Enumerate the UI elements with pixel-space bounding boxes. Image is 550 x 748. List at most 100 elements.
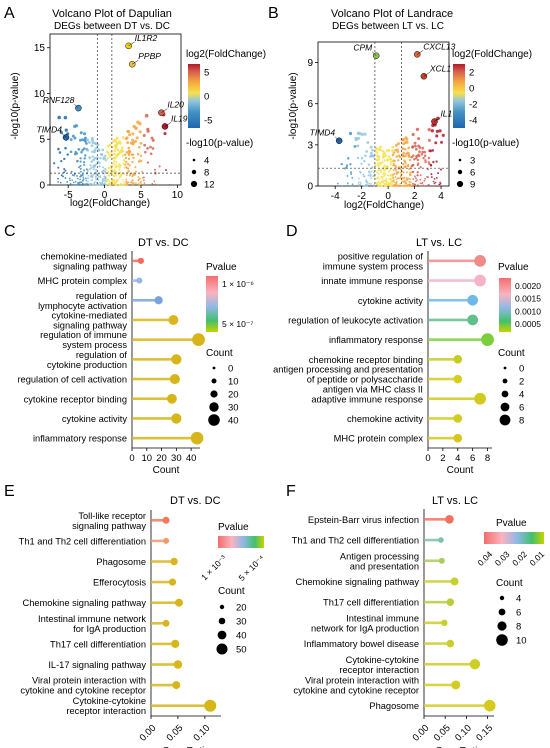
data-point [346,174,349,177]
lollipop-dot [169,374,180,385]
category-label: positive regulation of [338,251,424,261]
count-legend-dot [499,595,505,601]
x-tick-label: 0 [129,453,134,464]
category-label: IL-17 signaling pathway [48,660,146,670]
x-tick-label: 10 [172,190,184,201]
data-point [92,173,95,176]
color-legend-title: log2(FoldChange) [452,49,532,60]
data-point [91,176,94,179]
legend-p-title: Pvalue [498,262,529,273]
data-point [69,150,73,154]
x-tick-label: -2 [357,191,366,202]
data-point [396,171,399,174]
data-point [158,165,161,168]
data-point [407,155,411,158]
gene-label-leader [161,108,168,113]
data-point [379,170,382,173]
panel-f: F LT vs. LC Epstein-Barr virus infection… [286,483,546,748]
data-point [87,177,90,180]
data-point [94,177,97,179]
data-point [389,160,393,164]
data-point [392,169,395,172]
data-point [107,179,109,182]
count-legend-dot [498,608,506,616]
lollipop-stem [428,436,458,440]
data-point [407,184,410,187]
count-legend-label: 4 [519,390,524,401]
data-point [367,183,369,185]
lollipop-dot [467,314,479,326]
data-point [360,156,364,160]
data-point [68,177,71,180]
category-label: regulation of [76,350,128,360]
data-point [370,183,372,185]
panel-e: E DT vs. DC Toll-like receptorsignaling … [4,483,266,748]
data-point [394,164,397,167]
data-point [83,160,86,164]
x-tick-label: 0 [425,453,430,464]
data-point [103,183,105,185]
data-point [386,158,389,162]
lollipop-dot [453,374,463,384]
data-point [423,150,427,154]
data-point [367,174,370,177]
count-legend-label: 0 [519,364,524,375]
data-point [129,174,131,176]
lollipop-stem [132,358,177,361]
data-point [376,176,379,179]
data-point [367,163,371,166]
data-point [97,172,100,175]
category-label: cytokine and cytokine receptor [20,686,146,696]
data-point [378,148,382,152]
data-point [380,169,383,172]
data-point [127,169,130,172]
lollipop-dot [167,393,177,404]
category-label: Phagosome [369,701,419,711]
data-point [433,177,436,180]
category-label: regulation of leukocyte activation [288,315,423,325]
data-point [422,156,425,160]
data-point [359,183,362,185]
x-tick-label: 30 [171,453,182,464]
data-point [83,184,85,186]
data-point [118,168,121,171]
x-tick-label: 5 [138,190,144,201]
data-point [415,147,418,151]
data-point [78,183,80,185]
data-point [408,180,410,183]
data-point [109,184,112,186]
data-point [123,159,126,162]
data-point [420,185,422,187]
pvalue-tick-label: 5 × 10⁻⁴ [237,553,267,583]
lollipop-stem [428,338,488,341]
data-point [440,140,444,144]
data-point [408,173,411,176]
lollipop-stem [428,358,458,361]
data-point [81,138,85,142]
data-point [71,134,75,138]
data-point [83,157,86,160]
color-tick-label: -2 [469,100,477,111]
size-legend-label: 4 [204,156,209,167]
lollipop-stem [428,417,458,420]
pvalue-tick-label: 0.04 [475,549,494,568]
data-point [377,181,380,184]
data-point [66,180,69,183]
data-point [437,172,440,175]
data-point [135,170,138,173]
data-point [141,170,143,173]
data-point [115,136,119,140]
gene-label: TIMD4 [310,128,336,138]
size-legend-dot [456,180,464,188]
category-label: Th1 and Th2 cell differentiation [19,536,146,546]
data-point [369,155,372,158]
data-point [91,155,94,158]
gene-label-leader [334,136,340,141]
data-point [352,184,354,187]
data-point [389,163,392,166]
data-point [370,151,373,155]
count-legend-label: 40 [236,631,247,642]
data-point [424,159,427,162]
data-point [389,157,393,161]
